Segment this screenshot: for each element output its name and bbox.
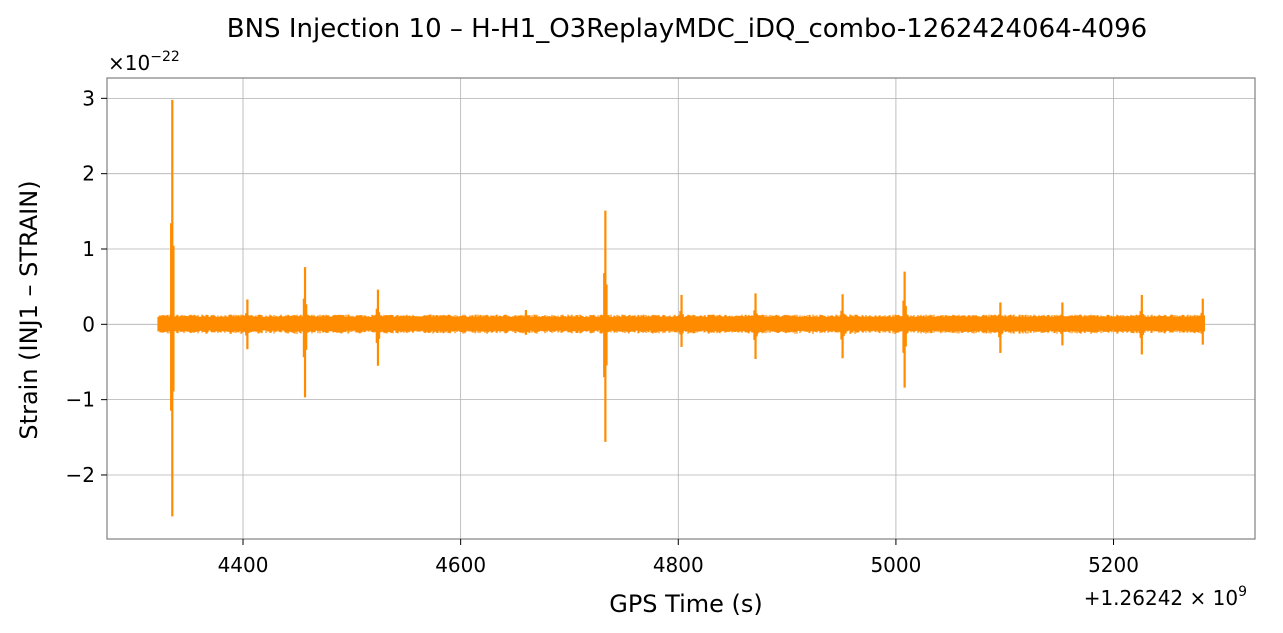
y-axis-ticks: −2 −1 0 1 2 3: [66, 86, 107, 487]
grid-lines: [107, 78, 1255, 539]
x-tick-label: 5200: [1088, 553, 1139, 577]
x-axis-label: GPS Time (s): [609, 590, 763, 618]
y-tick-label: 2: [82, 162, 95, 186]
y-tick-label: −2: [66, 463, 95, 487]
y-tick-label: 1: [82, 237, 95, 261]
plot-frame: [106, 77, 1256, 540]
y-tick-label: 3: [82, 86, 95, 110]
y-scale-label: ×10−22: [108, 49, 180, 75]
chart-title: BNS Injection 10 – H-H1_O3ReplayMDC_iDQ_…: [227, 14, 1147, 44]
y-tick-label: 0: [82, 312, 95, 336]
y-axis-label: Strain (INJ1 – STRAIN): [15, 180, 43, 439]
y-tick-label: −1: [66, 388, 95, 412]
x-offset-label: +1.26242 × 109: [1084, 584, 1247, 610]
x-tick-label: 5000: [870, 553, 921, 577]
strain-series: [157, 99, 1206, 517]
x-tick-label: 4600: [435, 553, 486, 577]
x-tick-label: 4400: [218, 553, 269, 577]
x-axis-ticks: 4400 4600 4800 5000 5200: [218, 539, 1139, 577]
x-tick-label: 4800: [653, 553, 704, 577]
